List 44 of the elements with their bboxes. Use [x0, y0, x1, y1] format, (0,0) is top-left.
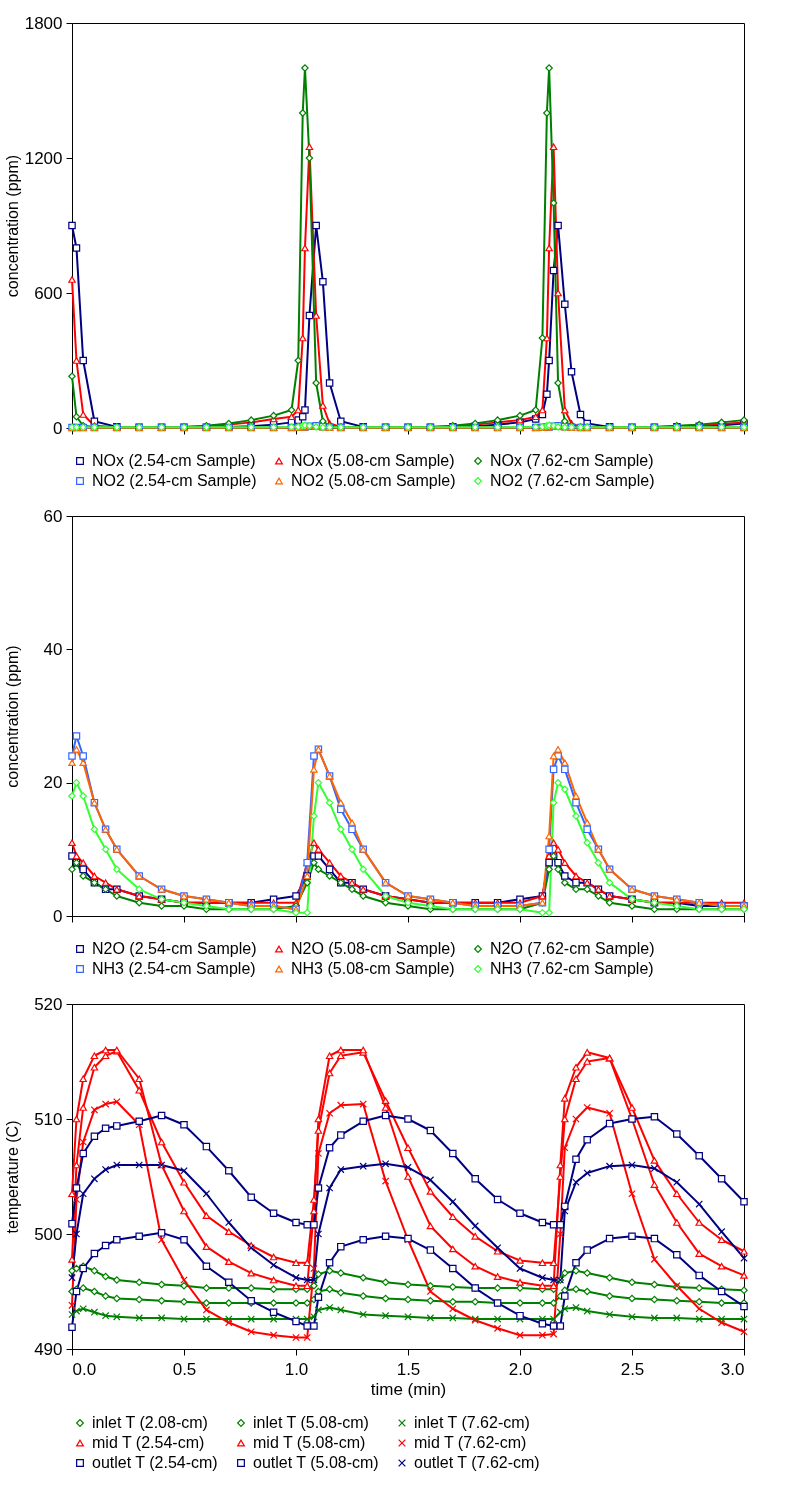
legend-label: NO2 (5.08-cm Sample): [291, 472, 456, 489]
legend-label: mid T (2.54-cm): [92, 1434, 205, 1451]
y-axis-title: temperature (C): [3, 1120, 21, 1234]
x-tick-label: 0.0: [72, 1359, 97, 1379]
legend-label: NO2 (2.54-cm Sample): [92, 472, 257, 489]
legend-label: NOx (5.08-cm Sample): [291, 452, 455, 469]
legend-label: inlet T (2.08-cm): [92, 1414, 208, 1431]
x-tick-label: 3.0: [720, 1359, 745, 1379]
y-tick-label: 0: [53, 906, 63, 926]
y-tick-label: 0: [53, 418, 63, 438]
y-tick-label: 520: [34, 994, 63, 1014]
legend-label: mid T (5.08-cm): [253, 1434, 366, 1451]
legend-label: NH3 (2.54-cm Sample): [92, 960, 256, 977]
y-axis-title: concentration (ppm): [3, 645, 21, 788]
legend-label: N2O (2.54-cm Sample): [92, 940, 257, 957]
legend-label: N2O (7.62-cm Sample): [490, 940, 655, 957]
y-tick-label: 40: [43, 639, 63, 659]
legend-label: NH3 (7.62-cm Sample): [490, 960, 654, 977]
x-tick-label: 1.5: [396, 1359, 421, 1379]
legend-label: NOx (2.54-cm Sample): [92, 452, 256, 469]
legend-label: inlet T (7.62-cm): [414, 1414, 530, 1431]
y-tick-label: 1800: [24, 13, 63, 33]
legend-label: inlet T (5.08-cm): [253, 1414, 369, 1431]
legend-label: N2O (5.08-cm Sample): [291, 940, 456, 957]
x-tick-label: 0.5: [172, 1359, 197, 1379]
legend-label: NOx (7.62-cm Sample): [490, 452, 654, 469]
y-tick-label: 20: [43, 773, 63, 793]
y-axis-title: concentration (ppm): [3, 154, 21, 298]
legend-label: outlet T (5.08-cm): [253, 1454, 379, 1471]
legend-label: mid T (7.62-cm): [414, 1434, 527, 1451]
legend-label: outlet T (2.54-cm): [92, 1454, 218, 1471]
y-tick-label: 600: [34, 283, 63, 303]
x-tick-label: 2.0: [508, 1359, 533, 1379]
y-tick-label: 500: [34, 1224, 63, 1244]
y-tick-label: 510: [34, 1109, 63, 1129]
legend-label: outlet T (7.62-cm): [414, 1454, 540, 1471]
legend-label: NO2 (7.62-cm Sample): [490, 472, 655, 489]
y-tick-label: 1200: [24, 148, 63, 168]
x-tick-label: 2.5: [620, 1359, 645, 1379]
x-tick-label: 1.0: [284, 1359, 309, 1379]
y-tick-label: 490: [34, 1339, 63, 1359]
x-axis-title: time (min): [370, 1379, 447, 1399]
y-tick-label: 60: [43, 506, 63, 526]
legend-label: NH3 (5.08-cm Sample): [291, 960, 455, 977]
